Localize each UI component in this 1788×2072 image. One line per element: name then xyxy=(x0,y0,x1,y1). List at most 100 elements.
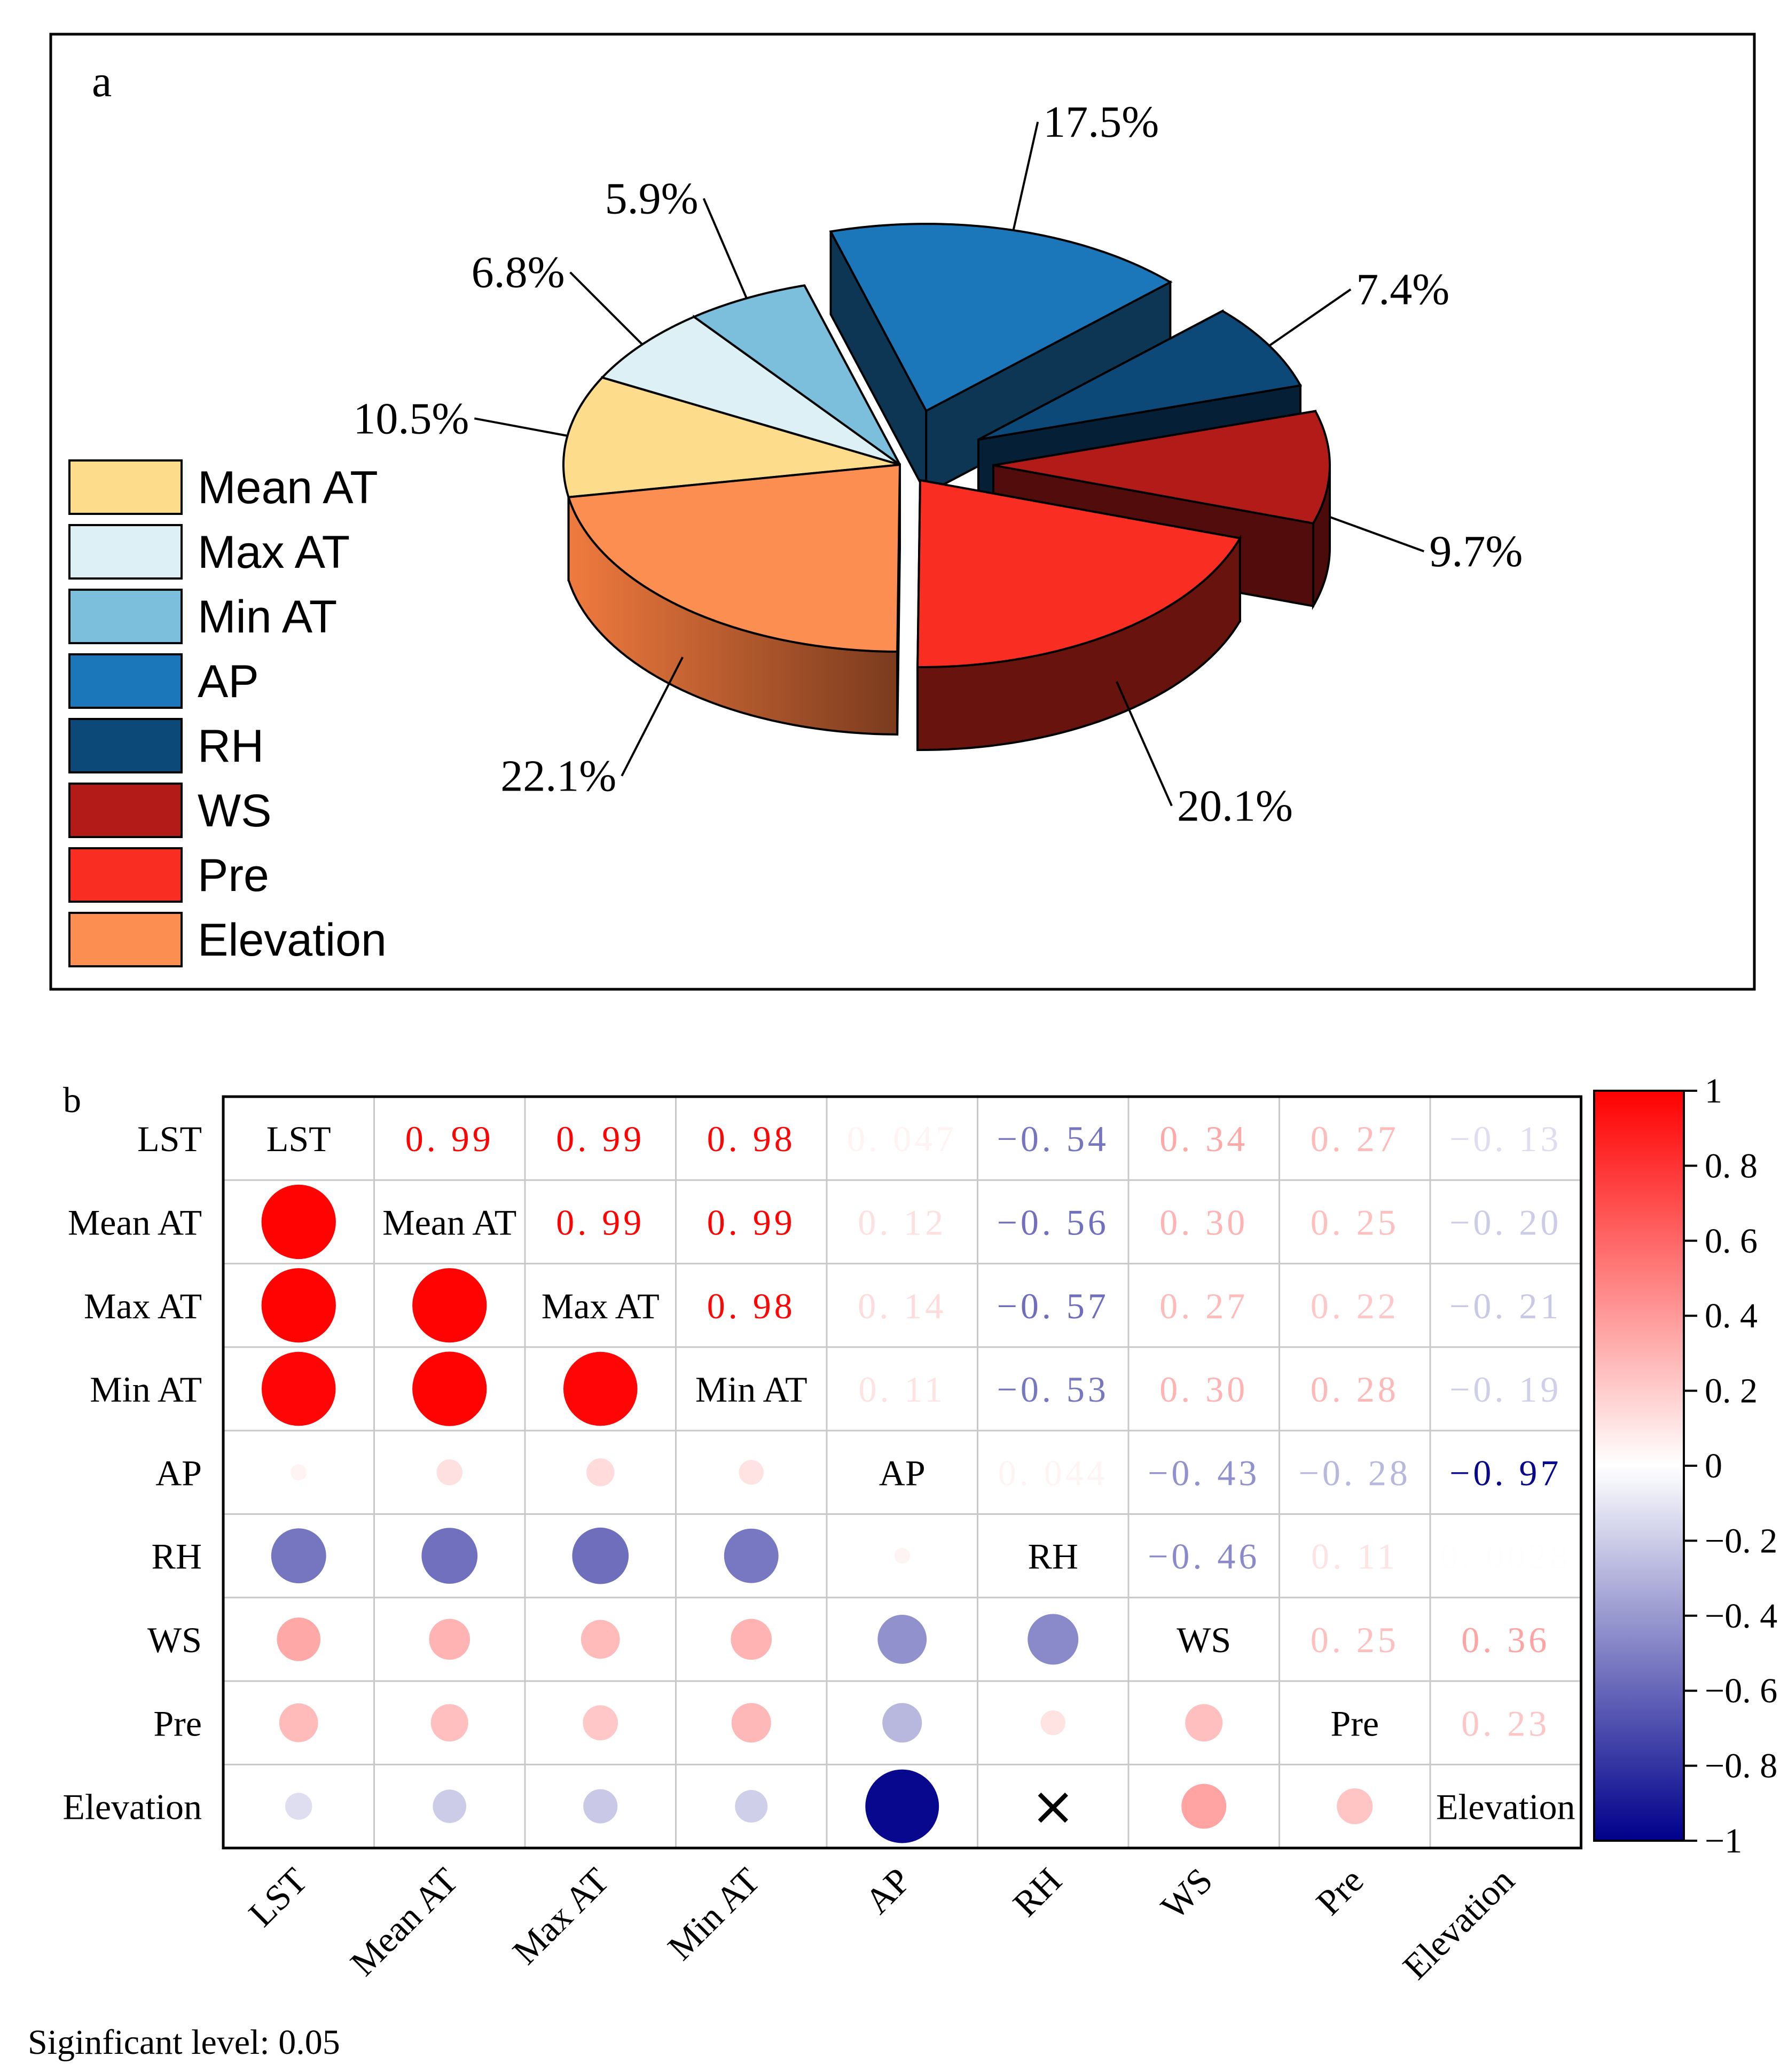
value-max-at-min-at: 0. 98 xyxy=(707,1286,796,1326)
pie-slice-rh xyxy=(978,309,1303,441)
row-label-elevation: Elevation xyxy=(62,1787,202,1827)
circle-min-at-max-at xyxy=(563,1351,638,1426)
value-mean-at-pre: 0. 25 xyxy=(1311,1202,1399,1242)
pie-label-mean-at: 10.5% xyxy=(353,394,469,443)
value-min-at-ws: 0. 30 xyxy=(1159,1369,1248,1410)
circle-ap-mean-at xyxy=(436,1459,462,1485)
circle-ap-lst xyxy=(291,1464,307,1481)
legend-label-ws: WS xyxy=(198,785,272,836)
column-labels: LST Mean AT Max AT Min AT AP RH WS Pre Elevation xyxy=(241,1860,1522,1987)
colorbar-tick-label-8: −0. 6 xyxy=(1705,1671,1777,1710)
circle-rh-max-at xyxy=(572,1527,629,1584)
pie-label-ap: 17.5% xyxy=(1043,97,1159,147)
col-label-ws: WS xyxy=(1153,1860,1220,1927)
colorbar-tick-label-3: 0. 4 xyxy=(1705,1296,1758,1335)
circle-pre-rh xyxy=(1040,1710,1065,1735)
colorbar-tick-label-5: 0 xyxy=(1705,1447,1722,1485)
col-label-max-at: Max AT xyxy=(505,1860,617,1972)
pie-label-ws: 9.7% xyxy=(1429,527,1523,576)
footnote: Siginficant level: 0.05 xyxy=(28,2023,340,2062)
legend-label-rh: RH xyxy=(198,721,264,772)
value-mean-at-ws: 0. 30 xyxy=(1159,1202,1248,1242)
circle-elevation-mean-at xyxy=(433,1789,467,1823)
col-label-pre: Pre xyxy=(1308,1860,1371,1923)
row-label-min-at: Min AT xyxy=(90,1369,202,1410)
circle-ws-rh xyxy=(1028,1614,1079,1665)
legend-swatch-elevation xyxy=(68,912,183,967)
value-lst-ap: 0. 047 xyxy=(847,1119,957,1159)
col-label-elevation: Elevation xyxy=(1395,1860,1522,1987)
col-label-mean-at: Mean AT xyxy=(342,1860,466,1983)
col-label-ap: AP xyxy=(857,1860,919,1921)
row-label-pre: Pre xyxy=(153,1703,202,1743)
value-lst-max-at: 0. 99 xyxy=(556,1119,645,1159)
correlation-grid xyxy=(222,1095,1582,1850)
diag-label-lst: LST xyxy=(266,1119,331,1159)
value-rh-pre: 0. 11 xyxy=(1311,1536,1398,1577)
colorbar-tick-label-9: −0. 8 xyxy=(1705,1747,1777,1786)
circle-ws-max-at xyxy=(581,1620,620,1659)
circle-min-at-mean-at xyxy=(412,1351,487,1426)
circle-ws-ap xyxy=(877,1615,927,1664)
circle-ap-max-at xyxy=(586,1458,615,1487)
circle-elevation-lst xyxy=(285,1793,312,1820)
diag-label-pre: Pre xyxy=(1330,1703,1379,1743)
colorbar-tick-label-6: −0. 2 xyxy=(1705,1521,1777,1560)
circle-pre-lst xyxy=(279,1703,318,1742)
diag-label-rh: RH xyxy=(1028,1536,1078,1577)
row-labels: LST Mean AT Max AT Min AT AP RH WS Pre Elevation xyxy=(62,1119,202,1827)
value-min-at-elevation: −0. 19 xyxy=(1449,1369,1562,1410)
value-rh-elevation: 0. 0028 xyxy=(1440,1536,1571,1577)
colorbar-tick-label-4: 0. 2 xyxy=(1705,1372,1758,1411)
pie-tops xyxy=(562,223,1331,669)
nonsig-marker-elevation-rh: × xyxy=(1031,1775,1076,1838)
value-min-at-ap: 0. 11 xyxy=(859,1369,946,1410)
pie-leader-pre xyxy=(1116,681,1173,807)
legend-swatch-min-at xyxy=(68,589,183,644)
value-rh-ws: −0. 46 xyxy=(1148,1536,1260,1577)
legend-swatch-mean-at xyxy=(68,459,183,515)
value-pre-elevation: 0. 23 xyxy=(1461,1703,1550,1743)
pie-slice-min-at xyxy=(692,284,901,466)
diag-label-min-at: Min AT xyxy=(695,1369,807,1410)
pie-leader-mean-at xyxy=(474,417,568,437)
circle-rh-lst xyxy=(271,1528,326,1584)
value-ap-pre: −0. 28 xyxy=(1299,1452,1411,1493)
correlation-cells: LST 0. 99 0. 99 0. 98 0. 047 −0. 54 0. 34 0. 27… xyxy=(261,1119,1575,1843)
pie-label-min-at: 5.9% xyxy=(605,174,699,223)
colorbar-tick-label-1: 0. 8 xyxy=(1705,1146,1758,1185)
matrix-frame xyxy=(222,1095,1582,1850)
value-max-at-pre: 0. 22 xyxy=(1311,1286,1399,1326)
panel-b-label: b xyxy=(63,1080,81,1120)
circle-rh-mean-at xyxy=(421,1528,478,1584)
value-ap-rh: 0. 044 xyxy=(998,1452,1108,1493)
circle-pre-ws xyxy=(1185,1704,1223,1742)
value-mean-at-rh: −0. 56 xyxy=(997,1202,1109,1242)
legend-swatch-ap xyxy=(68,653,183,709)
pie-leader-ap xyxy=(1012,121,1039,231)
circle-pre-min-at xyxy=(731,1703,771,1743)
circle-ws-lst xyxy=(277,1617,321,1661)
row-label-ap: AP xyxy=(155,1452,202,1493)
circle-mean-at-lst xyxy=(261,1184,336,1260)
circle-elevation-max-at xyxy=(583,1789,618,1824)
legend-label-ap: AP xyxy=(198,656,259,707)
row-label-max-at: Max AT xyxy=(84,1286,202,1326)
pie-panel: a 10.5% 6.8% 5.9% 17.5% 7.4% 9.7% 20.1% 22.1% M… xyxy=(49,33,1756,991)
circle-rh-min-at xyxy=(724,1528,779,1583)
circle-elevation-min-at xyxy=(735,1790,768,1823)
value-max-at-rh: −0. 57 xyxy=(997,1286,1109,1326)
colorbar-tick-label-7: −0. 4 xyxy=(1705,1597,1777,1636)
value-mean-at-elevation: −0. 20 xyxy=(1449,1202,1562,1242)
value-max-at-ws: 0. 27 xyxy=(1159,1286,1248,1326)
circle-max-at-mean-at xyxy=(412,1268,487,1343)
diag-label-ws: WS xyxy=(1177,1620,1231,1660)
pie-label-pre: 20.1% xyxy=(1177,781,1293,831)
pie-slice-mean-at xyxy=(562,376,900,498)
value-lst-min-at: 0. 98 xyxy=(707,1119,796,1159)
circle-pre-ap xyxy=(882,1703,922,1743)
pie-slice-elevation xyxy=(567,463,901,653)
legend-label-mean-at: Mean AT xyxy=(198,462,378,513)
pie-leader-ws xyxy=(1329,515,1425,552)
